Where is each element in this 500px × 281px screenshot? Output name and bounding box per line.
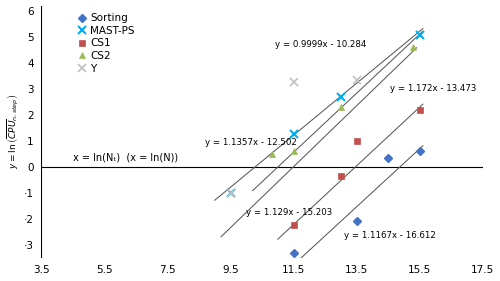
Text: y = 1.129x - 15.203: y = 1.129x - 15.203 (246, 208, 332, 217)
Text: y = 1.1357x - 12.502: y = 1.1357x - 12.502 (206, 138, 297, 147)
Sorting (385, 156, 391, 159)
Text: y = 1.1167x - 16.612: y = 1.1167x - 16.612 (344, 231, 436, 240)
Line: CS2: CS2 (268, 44, 417, 157)
MAST-PS (338, 95, 344, 98)
CS2 (268, 152, 274, 155)
Y (354, 78, 360, 81)
Y-axis label: $y = \ln\left(\overline{CPU}_{n,step}\right)$: $y = \ln\left(\overline{CPU}_{n,step}\ri… (6, 94, 21, 169)
Line: Sorting: Sorting (291, 148, 422, 255)
MAST-PS (290, 133, 296, 136)
Y (290, 81, 296, 84)
MAST-PS (228, 191, 234, 194)
Y (228, 191, 234, 194)
Line: Y: Y (226, 76, 361, 197)
Line: CS1: CS1 (291, 107, 422, 228)
MAST-PS (416, 34, 422, 37)
Sorting (354, 220, 360, 223)
Text: y = 1.172x - 13.473: y = 1.172x - 13.473 (390, 84, 476, 93)
Legend: Sorting, MAST-PS, CS1, CS2, Y: Sorting, MAST-PS, CS1, CS2, Y (78, 13, 134, 74)
CS1 (416, 108, 422, 111)
CS2 (338, 105, 344, 109)
Sorting (416, 149, 422, 153)
Text: x = ln(Nₜ)  (x = ln(N)): x = ln(Nₜ) (x = ln(N)) (73, 152, 178, 162)
Text: y = 0.9999x - 10.284: y = 0.9999x - 10.284 (274, 40, 366, 49)
Line: MAST-PS: MAST-PS (226, 31, 424, 197)
CS1 (338, 174, 344, 178)
CS1 (290, 224, 296, 227)
CS2 (290, 149, 296, 153)
CS1 (354, 139, 360, 142)
Sorting (290, 251, 296, 254)
CS2 (410, 46, 416, 49)
